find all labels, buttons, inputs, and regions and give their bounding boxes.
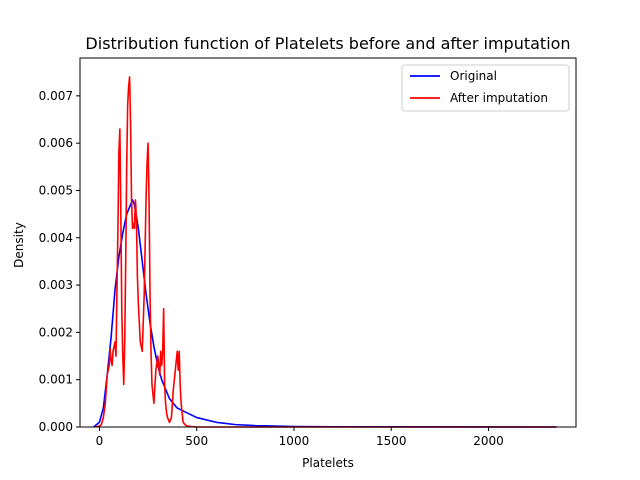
y-tick-label: 0.005 (39, 183, 73, 197)
y-axis-label: Density (12, 222, 26, 268)
x-tick-label: 500 (185, 434, 208, 448)
x-axis-label: Platelets (302, 456, 354, 470)
plot-area (93, 76, 557, 428)
series-line-after-imputation (95, 76, 557, 428)
legend-box (401, 64, 570, 112)
y-tick-label: 0.007 (39, 89, 73, 103)
x-tick-label: 0 (96, 434, 104, 448)
legend-label: After imputation (450, 91, 548, 105)
y-axis: 0.000 0.001 0.002 0.003 0.004 0.005 0.006 0.007 (39, 89, 80, 434)
y-tick-label: 0.004 (39, 231, 73, 245)
y-tick-label: 0.000 (39, 420, 73, 434)
y-tick-label: 0.002 (39, 325, 73, 339)
plot-frame (79, 57, 577, 428)
x-axis: 0 500 1000 1500 2000 (96, 427, 504, 448)
y-tick-label: 0.003 (39, 278, 73, 292)
series-line-original (93, 199, 557, 428)
x-tick-label: 1500 (376, 434, 407, 448)
chart-title: Distribution function of Platelets befor… (85, 34, 570, 53)
x-tick-label: 1000 (279, 434, 310, 448)
y-tick-label: 0.001 (39, 373, 73, 387)
y-tick-label: 0.006 (39, 136, 73, 150)
legend: Original After imputation (401, 64, 570, 112)
x-tick-label: 2000 (473, 434, 504, 448)
legend-label: Original (450, 69, 497, 83)
